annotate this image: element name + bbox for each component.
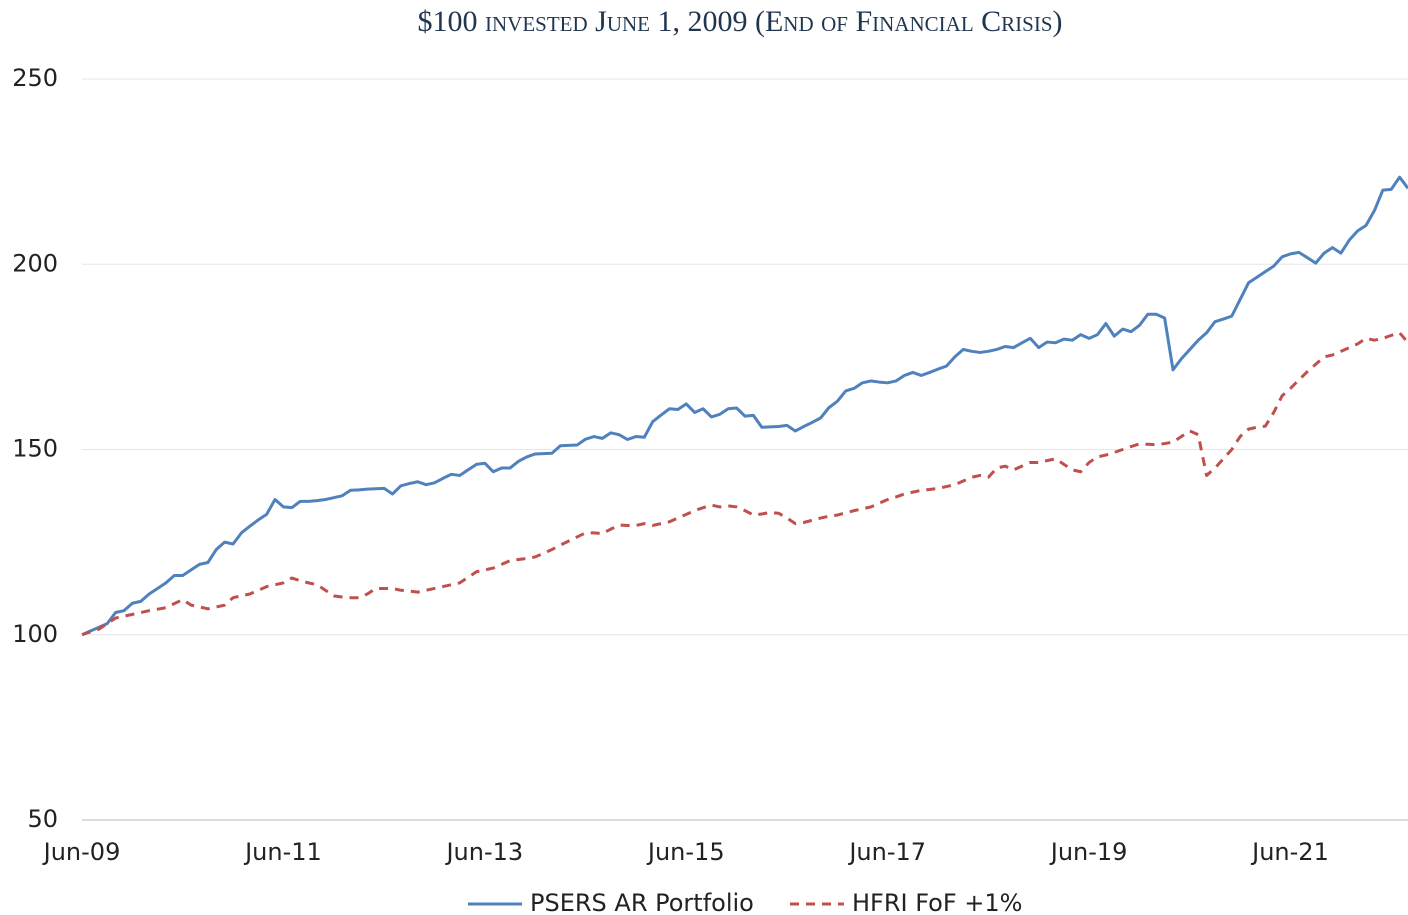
y-tick-label: 250 [12,64,58,92]
x-tick-label: Jun-19 [1049,838,1128,866]
y-tick-label: 100 [12,620,58,648]
y-tick-label: 200 [12,249,58,277]
x-tick-label: Jun-15 [646,838,725,866]
legend-label: PSERS AR Portfolio [530,889,754,915]
x-tick-label: Jun-21 [1250,838,1329,866]
legend-label: HFRI FoF +1% [852,889,1022,915]
x-tick-label: Jun-13 [444,838,523,866]
series-line [81,331,1408,637]
y-tick-label: 50 [27,805,58,833]
x-tick-label: Jun-11 [243,838,322,866]
x-tick-label: Jun-09 [42,838,121,866]
chart-title: $100 invested June 1, 2009 (End of Finan… [418,5,1063,38]
y-tick-label: 150 [12,435,58,463]
x-tick-label: Jun-17 [847,838,926,866]
series-line [81,175,1408,637]
